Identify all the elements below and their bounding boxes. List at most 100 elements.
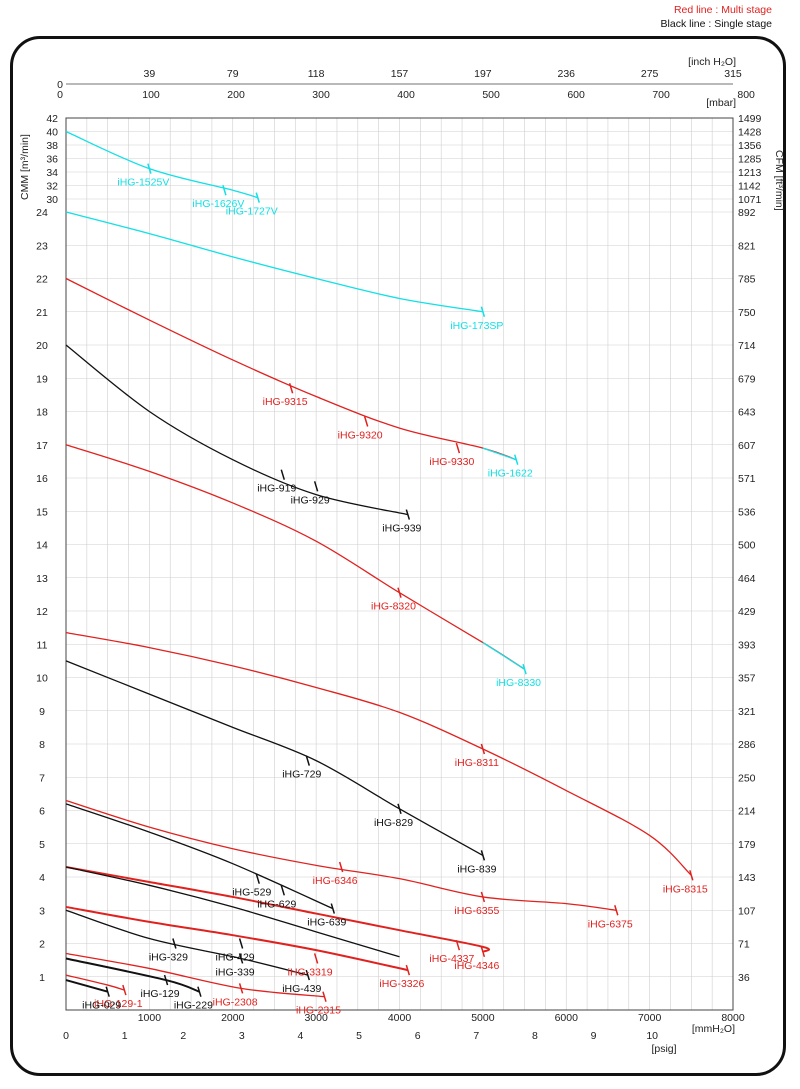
- y-left-tick-label: 7: [39, 772, 45, 784]
- chart-grid: [66, 117, 733, 1010]
- curve-end-marker: [222, 185, 227, 196]
- y-right-tick-label: 1142: [738, 181, 761, 193]
- curve-black: [65, 979, 108, 993]
- curve-end-marker: [614, 905, 619, 916]
- curve-end-marker: [397, 587, 402, 598]
- curve-black: [65, 344, 408, 516]
- x-top-mbar-tick-label: 700: [652, 89, 670, 101]
- y-right-axis-title: CFM [ft³/min]: [773, 150, 785, 211]
- curve-end-marker: [405, 964, 411, 976]
- curve-label: iHG-439: [282, 983, 321, 995]
- y-left-tick-label: 38: [46, 140, 58, 152]
- curve-cyan: [482, 642, 525, 670]
- curve-black: [65, 660, 484, 856]
- curve-label: iHG-1727V: [226, 206, 278, 218]
- curve-red: [65, 905, 409, 972]
- curve-label: iHG-9320: [338, 429, 383, 441]
- curve-label: iHG-329: [149, 952, 188, 964]
- y-right-tick-label: 1356: [738, 140, 762, 152]
- x-top-mbar-tick-label: 200: [227, 89, 245, 101]
- curve-end-marker: [363, 416, 369, 427]
- curve-label: iHG-1622: [488, 468, 533, 480]
- curve-label: iHG-839: [457, 863, 496, 875]
- curve-end-marker: [455, 939, 461, 951]
- curve-label: iHG-829: [374, 817, 413, 829]
- y-right-tick-label: 607: [738, 440, 756, 452]
- curve-end-marker: [255, 873, 260, 884]
- curve-label: iHG-4337: [429, 953, 474, 965]
- curve-label: iHG-729: [282, 769, 321, 781]
- y-left-tick-label: 8: [39, 739, 45, 751]
- curve-end-marker: [163, 974, 169, 986]
- legend-multi-stage: Red line : Multi stage: [673, 4, 772, 16]
- curve-label: iHG-3319: [288, 966, 333, 978]
- y-right-tick-label: 71: [738, 939, 750, 951]
- legend-single-stage: Black line : Single stage: [660, 18, 772, 30]
- y-left-tick-label: 40: [46, 127, 58, 139]
- y-right-tick-label: 643: [738, 407, 756, 419]
- y-left-tick-label: 32: [46, 181, 58, 193]
- x-psig-tick-label: 0: [63, 1030, 69, 1042]
- y-left-tick-label: 24: [36, 207, 48, 219]
- plot-border: [65, 117, 734, 1011]
- y-right-tick-label: 36: [738, 972, 750, 984]
- y-left-tick-label: 19: [36, 373, 48, 385]
- curve-label: iHG-129: [140, 988, 179, 1000]
- y-right-tick-label: 357: [738, 673, 756, 685]
- curve-cyan: [65, 211, 483, 313]
- curve-label: iHG-529: [232, 887, 271, 899]
- y-left-tick-label: 4: [39, 872, 45, 884]
- y-right-tick-label: 143: [738, 872, 756, 884]
- curve-end-marker: [480, 743, 486, 755]
- curve-black: [65, 803, 334, 910]
- x-top-inch-unit-label: [inch H₂O]: [688, 56, 736, 68]
- y-left-tick-label: 21: [36, 307, 48, 319]
- x-top-mbar-tick-label: 500: [482, 89, 500, 101]
- x-psig-tick-label: 8: [532, 1030, 538, 1042]
- curve-label: iHG-339: [216, 966, 255, 978]
- y-left-tick-label: 30: [46, 194, 58, 206]
- chart-frame: [10, 36, 786, 1076]
- curve-label: iHG-6355: [454, 905, 499, 917]
- chart-series: [65, 130, 692, 998]
- x-psig-tick-label: 3: [239, 1030, 245, 1042]
- x-psig-tick-label: 4: [298, 1030, 304, 1042]
- curve-end-marker: [105, 986, 110, 997]
- curve-red: [65, 799, 617, 911]
- curve-black: [65, 957, 200, 993]
- x-psig-tick-label: 6: [415, 1030, 421, 1042]
- x-top-mbar-tick-label: 800: [737, 89, 755, 101]
- y-left-tick-label: 1: [39, 972, 45, 984]
- curve-cyan: [482, 447, 517, 461]
- y-left-tick-label: 15: [36, 506, 48, 518]
- curve-end-marker: [330, 903, 336, 914]
- curve-red: [65, 444, 525, 670]
- y-right-tick-label: 107: [738, 905, 756, 917]
- curve-label: iHG-3326: [379, 978, 424, 990]
- y-right-tick-label: 536: [738, 506, 756, 518]
- curve-label: iHG-9330: [429, 456, 474, 468]
- y-right-tick-label: 821: [738, 240, 756, 252]
- curve-end-marker: [255, 192, 260, 203]
- curve-end-marker: [522, 663, 527, 675]
- curve-end-marker: [305, 969, 311, 981]
- x-bottom-tick-label: 6000: [555, 1012, 579, 1024]
- curve-label: iHG-6375: [588, 918, 633, 930]
- curve-end-marker: [322, 991, 327, 1002]
- curve-end-marker: [238, 953, 244, 964]
- x-top-mbar-tick-label: 0: [57, 89, 63, 101]
- curve-end-marker: [313, 953, 319, 964]
- curve-red: [65, 974, 125, 991]
- x-top-inch-tick-label: 157: [391, 68, 409, 80]
- chart-legend: Red line : Multi stage Black line : Sing…: [661, 3, 772, 31]
- y-right-tick-label: 321: [738, 706, 756, 718]
- y-left-tick-label: 42: [46, 113, 58, 125]
- y-left-tick-label: 6: [39, 806, 45, 818]
- y-right-tick-label: 750: [738, 307, 756, 319]
- y-right-tick-label: 1428: [738, 127, 762, 139]
- y-left-tick-label: 11: [37, 639, 48, 651]
- curve-end-marker: [238, 983, 244, 994]
- curve-end-marker: [172, 938, 177, 949]
- curve-end-marker: [288, 383, 294, 394]
